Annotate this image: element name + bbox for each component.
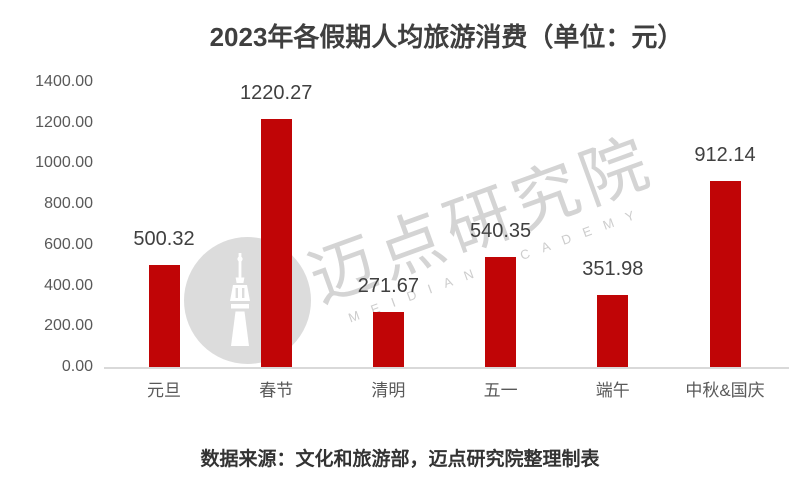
source-note: 数据来源：文化和旅游部，迈点研究院整理制表	[200, 449, 600, 470]
bar-value-label: 540.35	[470, 220, 532, 242]
chart-title: 2023年各假期人均旅游消费（单位：元）	[209, 22, 684, 52]
tower-icon	[230, 253, 250, 346]
y-axis-tick-label: 1400.00	[35, 73, 93, 90]
bar	[597, 295, 629, 367]
bar	[260, 118, 292, 367]
bar-value-label: 351.98	[582, 258, 644, 281]
y-axis-tick-label: 1200.00	[35, 113, 93, 131]
x-axis-category-label: 端午	[595, 381, 630, 400]
y-axis-tick-label: 400.00	[44, 276, 93, 294]
bar-value-label: 1220.27	[240, 81, 313, 104]
y-axis-tick-label: 200.00	[44, 317, 93, 335]
x-axis-line	[104, 367, 789, 369]
bar	[709, 181, 741, 367]
bar	[485, 257, 517, 367]
y-axis-tick-label: 1000.00	[35, 154, 93, 172]
bar	[372, 311, 404, 367]
bar-value-label: 912.14	[694, 144, 756, 167]
y-axis-tick-label: 600.00	[44, 235, 93, 253]
x-axis-category-label: 中秋&国庆	[685, 381, 765, 400]
bar-value-label: 500.32	[133, 228, 195, 251]
bar	[148, 265, 180, 367]
x-axis-category-label: 元旦	[147, 381, 181, 400]
x-axis-category-label: 清明	[371, 381, 406, 400]
y-axis-tick-label: 0.00	[61, 358, 93, 375]
bar-value-label: 271.67	[357, 274, 419, 297]
y-axis-tick-label: 800.00	[44, 195, 93, 213]
x-axis-category-label: 五一	[483, 381, 518, 400]
x-axis-category-label: 春节	[259, 381, 294, 400]
